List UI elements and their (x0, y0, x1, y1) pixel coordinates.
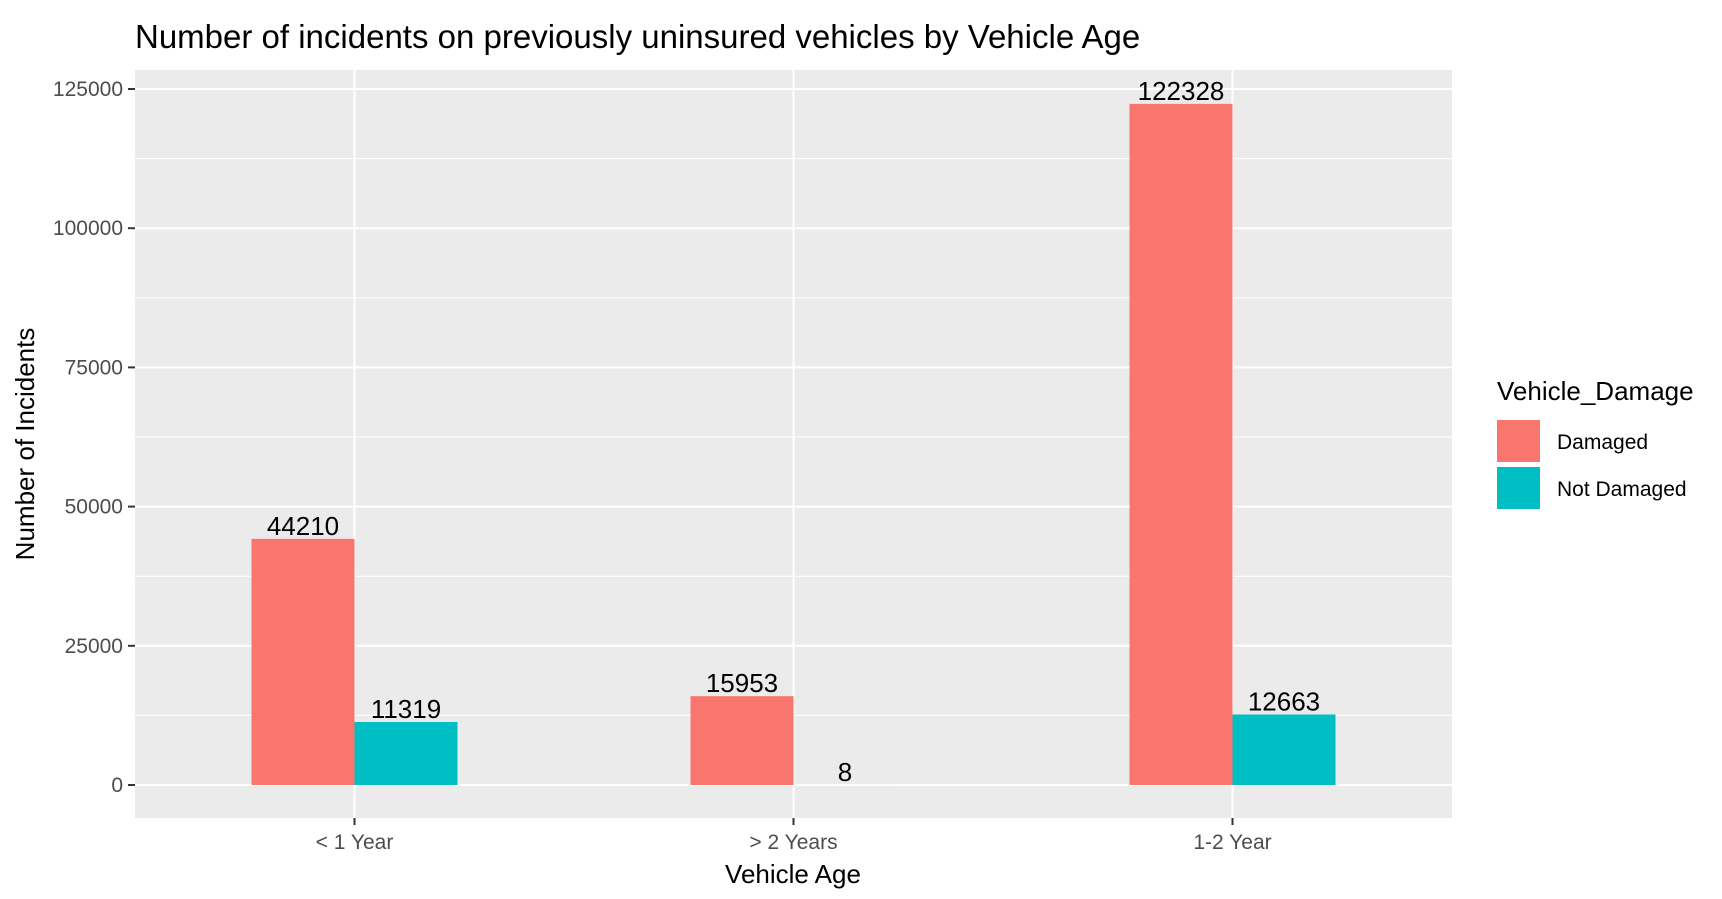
bar (251, 538, 355, 785)
data-labels-group: 44210 15953 122328 11319 8 12663 (267, 76, 1320, 787)
bar-value-label: 15953 (706, 668, 778, 698)
legend-swatch (1497, 420, 1540, 462)
y-tick-label: 100000 (53, 217, 123, 240)
legend-swatch (1497, 467, 1540, 509)
bar-value-label: 11319 (371, 694, 441, 724)
y-tick-label: 75000 (65, 356, 123, 379)
x-tick-label: < 1 Year (316, 831, 394, 854)
x-tick-label: 1-2 Year (1193, 831, 1271, 854)
y-tick-label: 25000 (65, 635, 123, 658)
legend-title: Vehicle_Damage (1497, 376, 1694, 406)
bar-value-label: 8 (838, 757, 852, 787)
bar (1129, 103, 1233, 786)
bar (354, 721, 458, 785)
x-tick-label: > 2 Years (749, 831, 837, 854)
y-axis: 0 25000 50000 75000 100000 125000 (53, 78, 135, 797)
legend-label: Damaged (1557, 431, 1648, 454)
legend-items: Damaged Not Damaged (1497, 420, 1687, 509)
bar (1232, 714, 1336, 785)
bar-value-label: 122328 (1138, 76, 1225, 106)
bars-group (251, 103, 1336, 786)
y-axis-title: Number of Incidents (10, 328, 40, 561)
y-tick-label: 50000 (65, 496, 123, 519)
bar (690, 696, 794, 785)
x-axis-title: Vehicle Age (725, 859, 861, 889)
y-tick-label: 125000 (53, 78, 123, 101)
chart-title: Number of incidents on previously uninsu… (135, 18, 1140, 55)
x-axis: < 1 Year > 2 Years 1-2 Year (316, 818, 1272, 854)
bar-value-label: 12663 (1248, 686, 1320, 716)
legend: Vehicle_Damage Damaged Not Damaged (1497, 376, 1694, 509)
y-tick-label: 0 (111, 774, 123, 797)
legend-label: Not Damaged (1557, 478, 1687, 501)
bar-value-label: 44210 (267, 511, 339, 541)
